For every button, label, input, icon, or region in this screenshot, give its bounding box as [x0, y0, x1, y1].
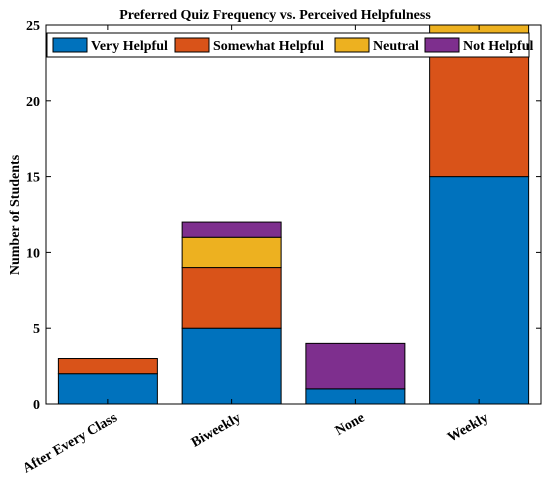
y-tick-label: 20	[26, 95, 40, 110]
bars-group	[57, 25, 530, 404]
legend: Very Helpful Somewhat Helpful Neutral Not H…	[46, 32, 534, 58]
x-tick-label: None	[333, 410, 367, 439]
bar-weekly-very-helpful	[429, 176, 530, 404]
bar-after-every-class-very-helpful	[57, 373, 158, 404]
x-tick-label: Biweekly	[189, 410, 244, 450]
y-axis-label: Number of Students	[8, 154, 23, 275]
y-tick-label: 25	[26, 19, 40, 34]
y-tick-label: 0	[33, 398, 40, 413]
legend-label-not-helpful: Not Helpful	[463, 39, 534, 54]
bar-biweekly-not-helpful	[181, 221, 282, 238]
bar-after-every-class-somewhat-helpful	[57, 358, 158, 375]
legend-label-very-helpful: Very Helpful	[91, 39, 168, 54]
legend-swatch-very-helpful	[52, 37, 88, 53]
bar-biweekly-neutral	[181, 236, 282, 269]
y-tick-label: 5	[33, 322, 40, 337]
plot-frame	[45, 24, 542, 405]
x-tick-label: After Every Class	[20, 410, 120, 476]
legend-swatch-somewhat-helpful	[174, 37, 210, 53]
legend-label-neutral: Neutral	[373, 39, 419, 54]
x-tick-label: Weekly	[445, 410, 491, 445]
bar-weekly-somewhat-helpful	[429, 54, 530, 178]
bar-none-not-helpful	[305, 342, 406, 390]
chart-title: Preferred Quiz Frequency vs. Perceived H…	[119, 8, 431, 23]
bar-biweekly-very-helpful	[181, 327, 282, 404]
y-tick-label: 15	[26, 171, 40, 186]
bar-biweekly-somewhat-helpful	[181, 267, 282, 329]
legend-swatch-neutral	[334, 37, 370, 53]
y-tick-label: 10	[26, 246, 40, 261]
legend-label-somewhat-helpful: Somewhat Helpful	[213, 39, 324, 54]
legend-swatch-not-helpful	[424, 37, 460, 53]
